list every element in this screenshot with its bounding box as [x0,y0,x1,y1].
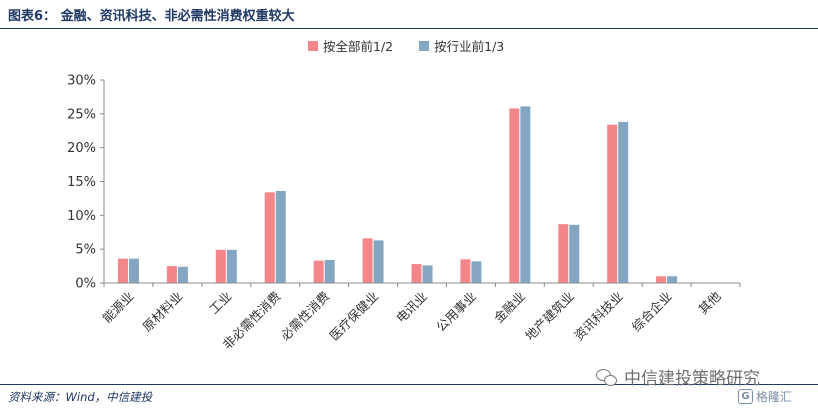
x-tick-label: 综合企业 [629,289,675,335]
logo: G 格隆汇 [738,388,792,405]
x-tick-label: 必需性消费 [277,289,332,344]
bar-series-1 [411,264,422,283]
x-tick-label: 原材料业 [140,289,186,335]
title-bar: 图表6： 金融、资讯科技、非必需性消费权重较大 [0,0,818,29]
bar-series-2 [177,266,188,283]
bar-series-1 [166,266,177,283]
legend-item-series-2: 按行业前1/3 [419,36,504,55]
x-tick-label: 工业 [206,289,234,317]
bar-series-1 [607,124,618,283]
bar-series-1 [656,276,667,283]
bar-series-1 [215,249,226,283]
bar-series-1 [558,224,569,283]
y-tick-label: 30% [67,74,96,89]
footer-rule [0,384,818,385]
bar-series-2 [324,259,335,283]
legend-label-series-1: 按全部前1/2 [323,39,394,54]
bar-series-2 [422,265,433,283]
y-tick-label: 15% [67,175,96,190]
legend-label-series-2: 按行业前1/3 [434,39,505,54]
bar-series-1 [460,259,471,283]
bar-series-2 [667,276,678,283]
wechat-icon [596,368,618,386]
x-tick-label: 地产建筑业 [522,289,577,344]
y-tick-label: 5% [75,243,96,258]
legend-swatch-series-2 [419,40,430,51]
x-tick-label: 能源业 [99,289,136,326]
watermark-text: 中信建投策略研究 [624,369,760,389]
y-tick-label: 20% [67,141,96,156]
bar-series-2 [373,240,384,283]
watermark: 中信建投策略研究 [596,364,760,389]
chart-legend: 按全部前1/2 按行业前1/3 [308,36,504,55]
x-tick-label: 医疗保健业 [326,289,381,344]
bar-series-1 [313,260,324,283]
logo-mark-icon: G [738,389,753,404]
bar-series-1 [362,238,373,283]
bar-series-2 [520,106,531,283]
source-note: 资料来源：Wind，中信建投 [8,390,153,404]
x-tick-label: 金融业 [491,289,528,326]
legend-swatch-series-1 [308,40,318,51]
bar-series-2 [471,261,482,283]
bar-series-2 [226,249,237,283]
x-tick-label: 电讯业 [393,289,430,326]
bar-series-1 [264,192,275,283]
bar-series-1 [117,258,128,283]
bar-series-2 [275,190,286,283]
y-tick-label: 10% [67,209,96,224]
bar-series-2 [618,121,629,283]
legend-item-series-1: 按全部前1/2 [308,36,393,55]
x-tick-label: 其他 [695,288,724,317]
bar-series-2 [128,258,139,283]
bar-series-1 [509,108,520,283]
x-tick-label: 资讯科技业 [571,289,626,344]
y-tick-label: 25% [67,107,96,122]
bar-series-2 [569,224,580,283]
chart-title: 图表6： 金融、资讯科技、非必需性消费权重较大 [8,9,295,24]
y-tick-label: 0% [75,277,96,292]
x-tick-label: 公用事业 [433,289,479,335]
logo-text: 格隆汇 [756,390,793,404]
